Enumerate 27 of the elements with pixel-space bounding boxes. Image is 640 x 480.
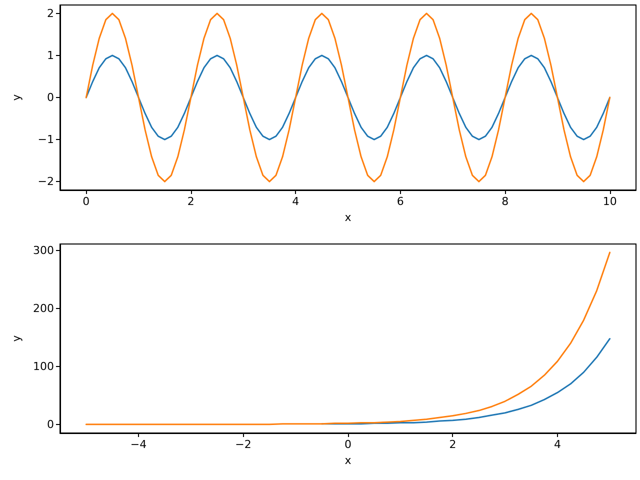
line-series bbox=[85, 54, 611, 140]
y-axis-title: y bbox=[10, 334, 23, 342]
y-tick-label: −1 bbox=[38, 133, 54, 146]
y-tick-label: 0 bbox=[47, 418, 54, 431]
y-tick-label: 2 bbox=[47, 6, 54, 20]
x-tick-label: 4 bbox=[292, 195, 300, 208]
y-tick-label: 300 bbox=[33, 244, 54, 258]
x-tick-label: 2 bbox=[449, 438, 456, 451]
x-tick-label: 0 bbox=[344, 438, 352, 451]
x-tick-label: 8 bbox=[502, 195, 509, 208]
x-tick-label: 6 bbox=[396, 195, 404, 208]
x-tick-label: 10 bbox=[602, 195, 617, 208]
y-tick-label: 1 bbox=[47, 48, 54, 62]
line-series bbox=[85, 252, 611, 426]
y-axis-title: y bbox=[10, 94, 23, 101]
x-axis-title: x bbox=[344, 454, 352, 467]
line-series bbox=[85, 12, 611, 182]
y-tick-label: 200 bbox=[33, 302, 54, 316]
x-tick-label: −4 bbox=[130, 438, 147, 451]
x-axis-title: x bbox=[344, 211, 352, 224]
x-tick-label: 0 bbox=[82, 195, 90, 208]
x-tick-label: −2 bbox=[235, 438, 252, 451]
x-tick-label: 2 bbox=[187, 195, 194, 208]
y-tick-label: −2 bbox=[38, 175, 54, 188]
y-tick-label: 100 bbox=[33, 360, 54, 374]
x-tick-label: 4 bbox=[554, 438, 561, 451]
y-tick-label: 0 bbox=[47, 91, 54, 104]
